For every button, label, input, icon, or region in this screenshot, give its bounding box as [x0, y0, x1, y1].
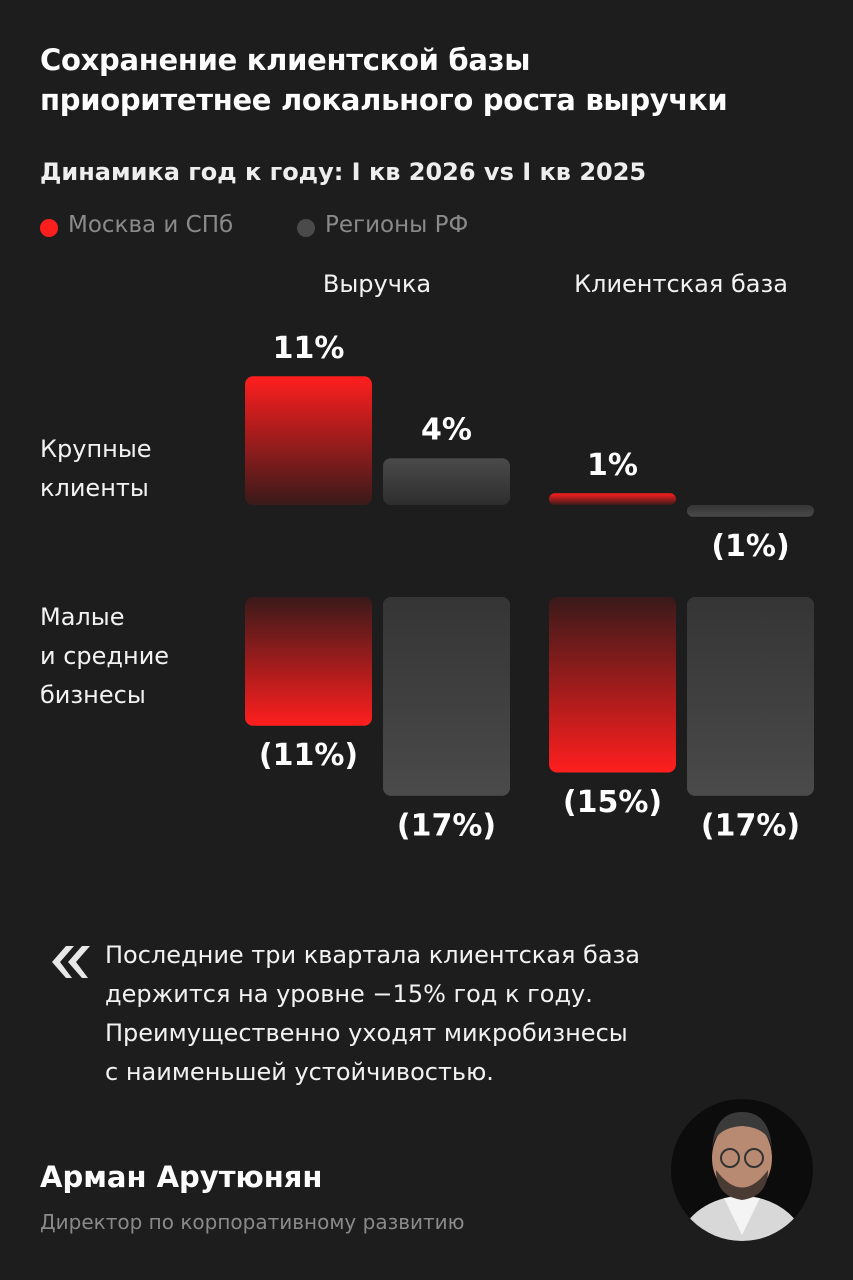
value-label: (17%): [701, 808, 800, 843]
bar: [383, 597, 510, 796]
legend-label: Москва и СПб: [68, 212, 234, 238]
author-name: Арман Арутюнян: [40, 1160, 323, 1194]
value-label: (17%): [397, 808, 496, 843]
bar: [245, 597, 372, 726]
bar: [383, 458, 510, 505]
panel-title: Клиентская база: [574, 270, 788, 298]
value-label: 11%: [273, 331, 345, 366]
title: Сохранение клиентской базы приоритетнее …: [40, 43, 728, 117]
value-label: (11%): [259, 738, 358, 773]
bar: [687, 505, 814, 517]
quote-mark: [52, 946, 90, 978]
bar: [687, 597, 814, 796]
value-label: 4%: [421, 413, 472, 448]
row-label: Малые и средние бизнесы: [40, 603, 170, 709]
value-label: (15%): [563, 785, 662, 820]
legend-label: Регионы РФ: [325, 212, 469, 238]
author-role: Директор по корпоративному развитию: [40, 1210, 465, 1234]
subtitle: Динамика год к году: I кв 2026 vs I кв 2…: [40, 158, 647, 186]
bar: [549, 597, 676, 773]
panel-title: Выручка: [322, 270, 432, 298]
row-label: Крупные клиенты: [40, 435, 152, 502]
bar: [245, 376, 372, 505]
legend-dot: [297, 219, 315, 237]
quote: Последние три квартала клиентская база д…: [105, 941, 641, 1086]
bar: [549, 493, 676, 505]
author-photo: [671, 1099, 813, 1241]
value-label: (1%): [711, 529, 789, 564]
value-label: 1%: [587, 448, 638, 483]
legend-dot: [40, 219, 58, 237]
